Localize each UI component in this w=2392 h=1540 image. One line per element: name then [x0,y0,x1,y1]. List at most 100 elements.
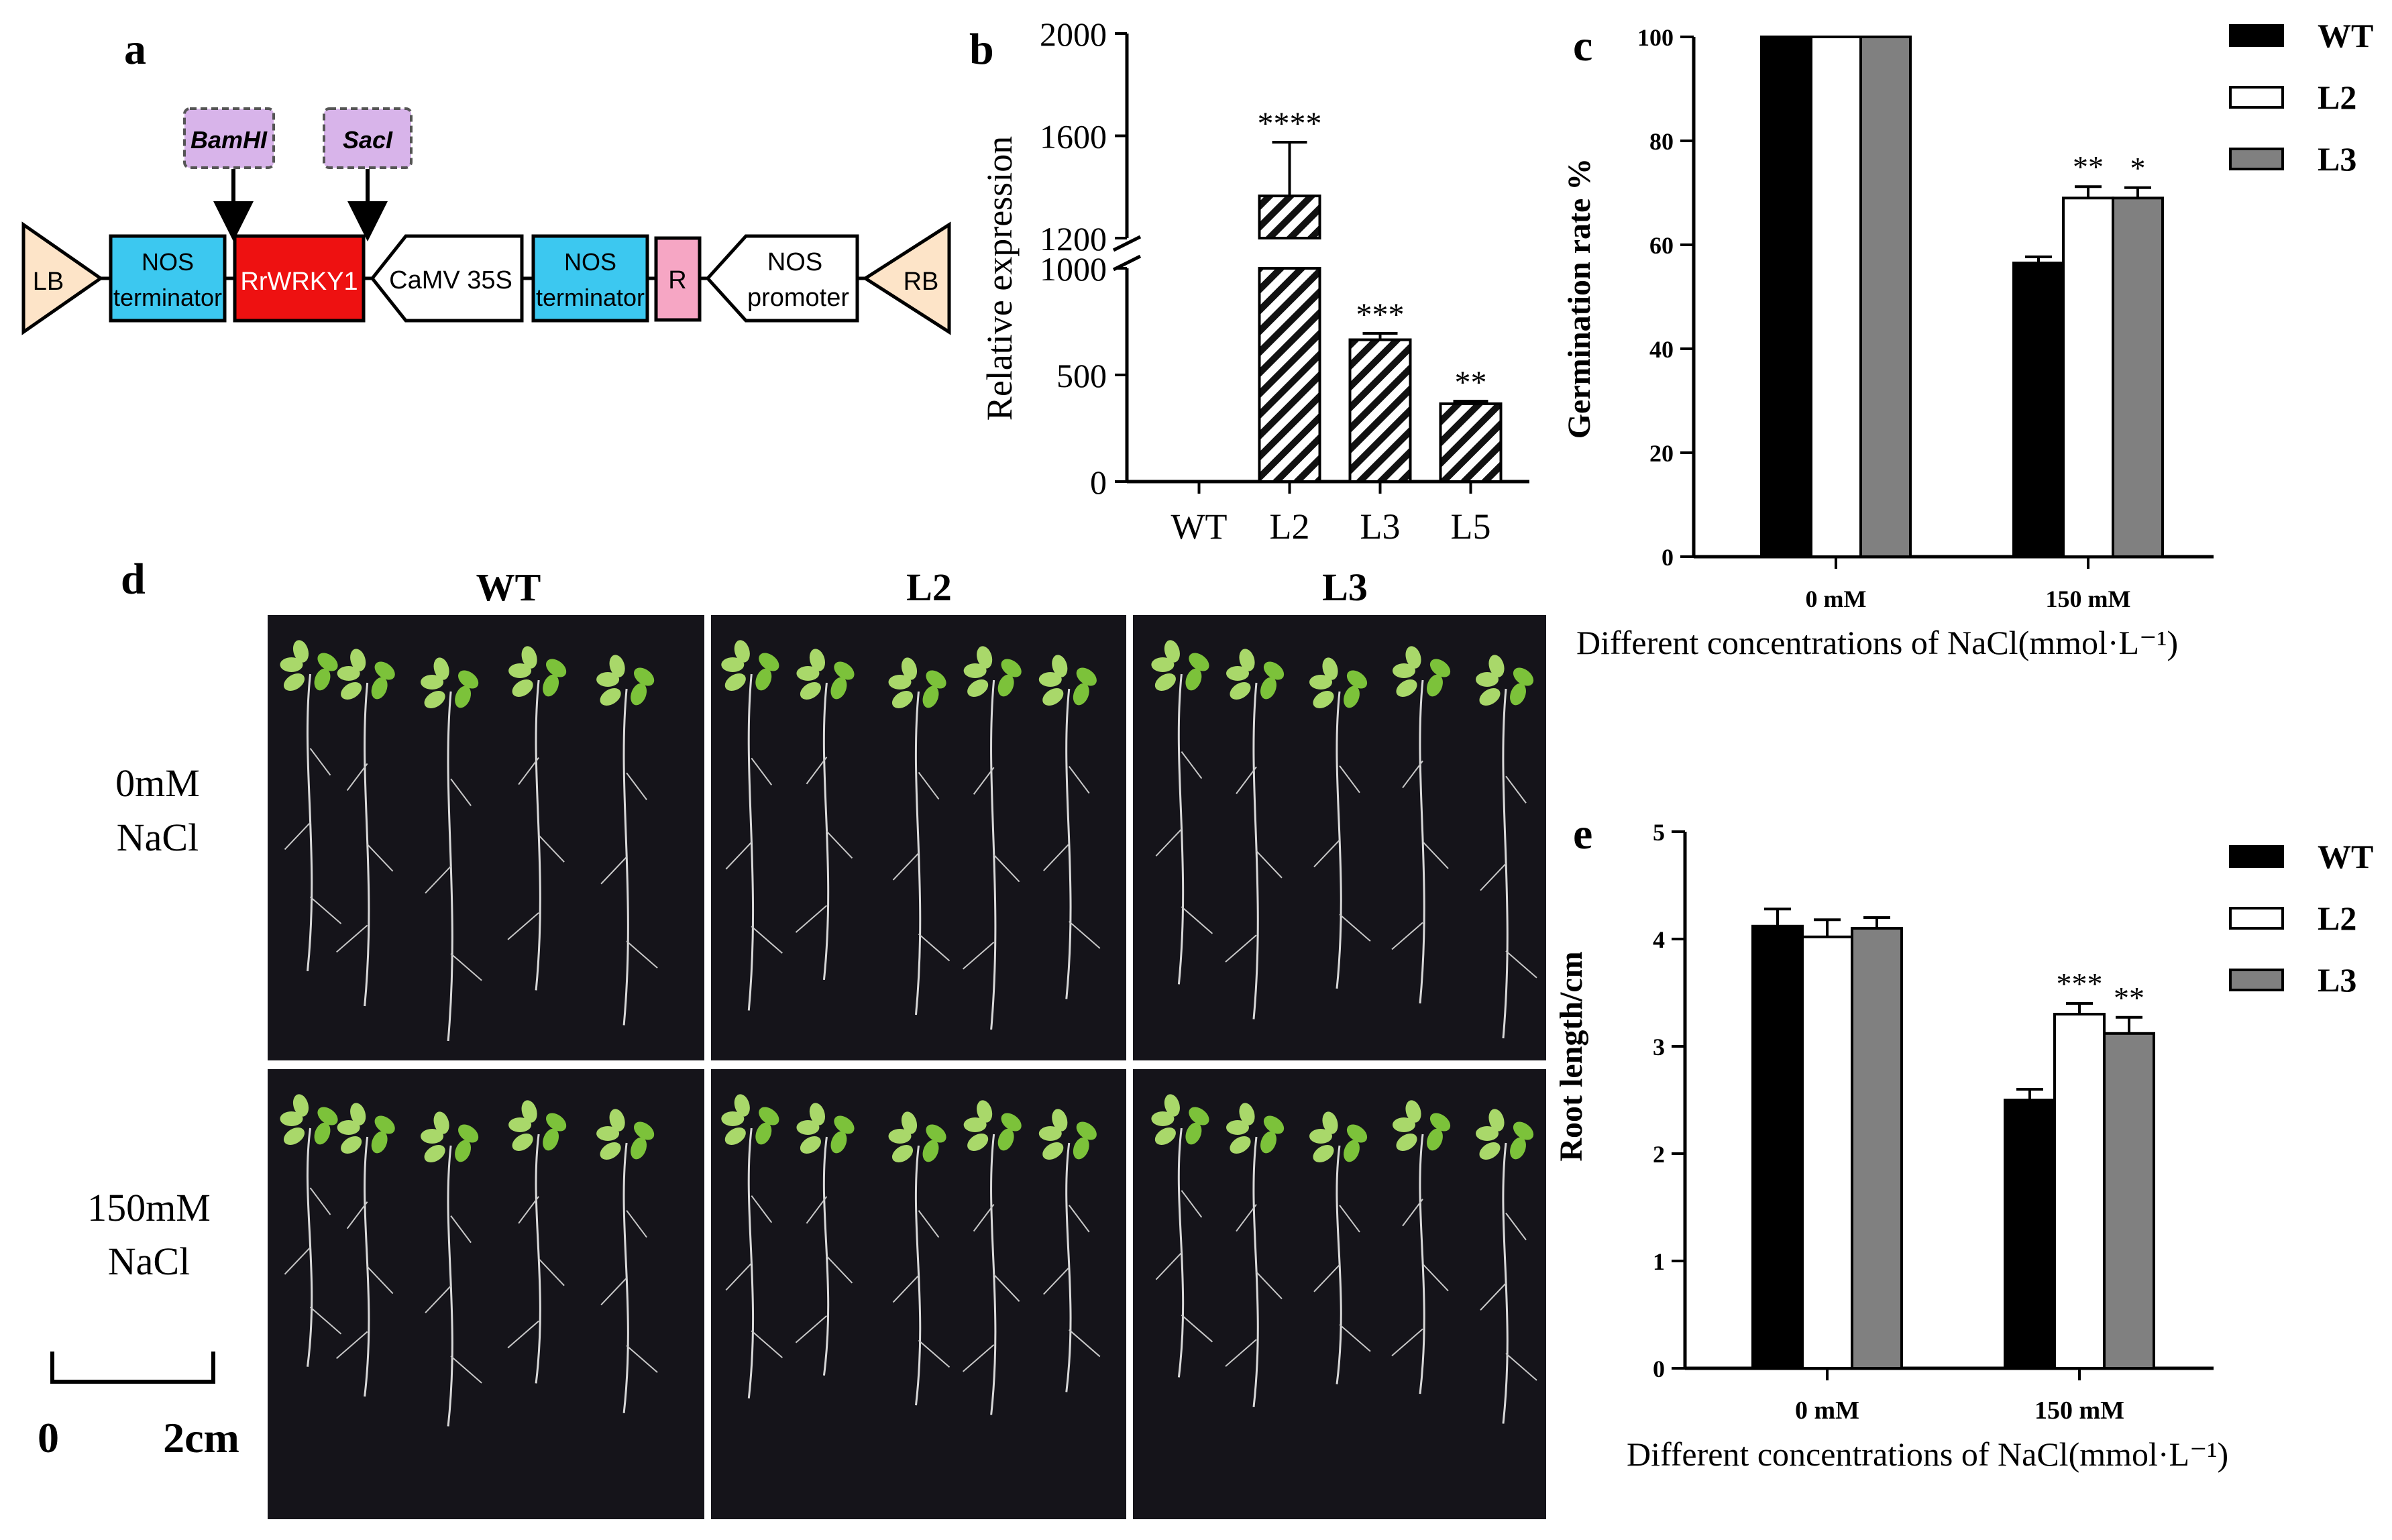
seedling-lateral-root [425,1285,451,1313]
seedling-leaf [424,691,445,708]
seedling-lateral-root [1181,906,1213,934]
seedling-lateral-root [518,757,539,785]
chart-c-ytick-label: 0 [1662,544,1674,571]
seedling-lateral-root [1505,775,1527,804]
seedling-leaf [967,1134,989,1151]
chart-e-xlabel: Different concentrations of NaCl(mmol·L⁻… [1627,1435,2228,1473]
seedling-lateral-root [335,924,368,953]
seedling-leaf [1479,1142,1501,1160]
seedling-leaf [1189,1107,1209,1125]
panel-letter-b: b [969,25,994,74]
seedling-leaf [600,1142,621,1160]
seedling-lateral-root [1043,1267,1070,1295]
seedling-leaf [834,1115,855,1134]
seedling-lateral-root [962,942,995,970]
seedling-lateral-root [626,940,658,969]
seedling-leaf [341,682,362,700]
seedling-leaf [1042,688,1064,706]
seedling-leaf [1476,672,1499,687]
seedling-leaf [830,677,847,700]
seedling-lateral-root [1313,1264,1340,1292]
chart-b-ytick-label: 1600 [1040,118,1107,156]
chart-c-bar-l2 [2062,197,2114,558]
chart-c-xlabel: Different concentrations of NaCl(mmol·L⁻… [1576,624,2178,661]
seedling-lateral-root [751,1330,783,1358]
seedling-lateral-root [973,1204,995,1232]
seedling-leaf [1042,1142,1064,1160]
seedling-lateral-root [284,1247,311,1275]
seedling-lateral-root [1155,1252,1183,1280]
seedling-leaf [963,1117,987,1132]
seedling-lateral-root [1043,843,1070,871]
seedling-lateral-root [751,1195,773,1223]
seedling-leaf [1405,646,1421,669]
seedling-root [1336,1145,1342,1384]
chart-b-xtick-label: L3 [1360,506,1401,547]
nos-terminator-1 [109,234,227,323]
seedling-root [822,1136,830,1376]
photo-tile-l3-row2 [1130,1066,1549,1522]
seedling-leaf [830,1131,847,1154]
seedling-leaf [888,675,912,690]
seedling-lateral-root [892,852,920,881]
seedling-leaf [433,1111,449,1134]
photo-row1-line2: NaCl [117,816,199,859]
chart-e-xtick-label: 150 mM [2034,1396,2124,1425]
chart-c-ytick-label: 40 [1649,336,1674,363]
seedling-leaf [759,1107,779,1125]
seedling-leaf [1151,657,1175,672]
seedling-leaf [600,688,621,706]
seedling-lateral-root [346,1201,368,1229]
chart-b-xtick-label: WT [1171,506,1228,547]
chart-c-ytick-label: 60 [1649,232,1674,259]
chart-e-bar-l2 [2053,1013,2106,1370]
photo-tile-wt-row2 [265,1066,707,1522]
chart-c-legend-label-wt: WT [2318,17,2373,54]
seedling-leaf [891,691,914,708]
seedling-leaf [1073,683,1089,706]
seedling-lateral-root [725,842,753,870]
seedling-leaf [891,1145,914,1162]
seedling-lateral-root [1068,1205,1090,1233]
seedling-leaf [280,657,303,672]
seedling-leaf [1189,653,1209,671]
seedling-leaf [633,1121,655,1140]
chart-e-ytick-label: 1 [1653,1248,1665,1275]
seedling-lateral-root [1181,1190,1203,1218]
chart-e-significance: *** [2057,967,2103,1001]
seedling-leaf [963,663,987,678]
chart-c-bar-l3 [2112,197,2164,558]
seedling-leaf [922,1140,939,1162]
seedling-root [747,1128,755,1398]
chart-c-bar-l2 [1810,36,1862,558]
seedling-leaf [292,640,309,663]
seedling-leaf [512,1134,533,1151]
seedling-root [990,1134,997,1415]
seedling-leaf [545,1113,567,1132]
seedling-leaf [455,685,472,708]
chart-e-legend-label-l2: L2 [2318,899,2356,937]
seedling-leaf [721,1111,745,1126]
seedling-root [306,673,313,972]
seedling-lateral-root [1402,1199,1423,1227]
seedling-leaf [631,683,647,706]
seedling-leaf [926,1124,946,1143]
seedling-lateral-root [1236,766,1257,794]
chart-b-significance: **** [1258,106,1322,142]
seedling-leaf [374,661,395,680]
seedling-leaf [1510,1137,1526,1160]
nos-terminator-2-line1: NOS [564,248,616,276]
seedling-lateral-root [600,857,627,885]
seedling-leaf [1393,1117,1415,1132]
seedling-leaf [1154,1128,1176,1145]
seedling-root [306,1128,313,1367]
seedling-root [1252,1136,1259,1407]
chart-e-xtick-label: 0 mM [1795,1396,1859,1425]
seedling-lateral-root [1339,914,1371,942]
photo-col-l2: L2 [906,565,952,609]
seedling-root [914,1145,922,1406]
seedling-root [1065,688,1072,999]
chart-e-ytick-label: 3 [1653,1034,1665,1060]
seedling-lateral-root [1505,1213,1527,1241]
seedling-leaf [1052,655,1068,677]
